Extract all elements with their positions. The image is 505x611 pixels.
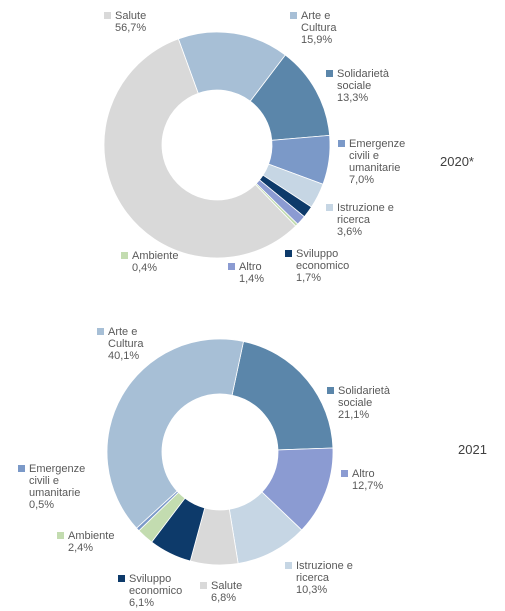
legend-swatch	[285, 562, 292, 569]
value-label: 12,7%	[352, 480, 384, 492]
category-name: Ambiente	[68, 530, 115, 542]
legend-swatch	[341, 470, 348, 477]
segment-label: Sviluppo economico 1,7%	[285, 248, 349, 284]
label-text: Emergenze civili e umanitarie 7,0%	[349, 138, 405, 186]
chart-title: 2021	[458, 442, 487, 457]
category-name: Arte e Cultura	[108, 326, 144, 350]
segment-label: Solidarietà sociale 21,1%	[327, 385, 390, 421]
value-label: 7,0%	[349, 174, 375, 186]
legend-swatch	[121, 252, 128, 259]
category-name: Salute	[115, 10, 147, 22]
segment-label: Salute 56,7%	[104, 10, 146, 34]
value-label: 6,8%	[211, 592, 237, 604]
category-name: Istruzione e ricerca	[337, 202, 394, 226]
label-text: Sviluppo economico 6,1%	[129, 573, 182, 609]
category-name: Solidarietà sociale	[337, 68, 389, 92]
label-text: Salute 6,8%	[211, 580, 242, 604]
legend-swatch	[285, 250, 292, 257]
value-label: 3,6%	[337, 226, 363, 238]
segment-label: Arte e Cultura 40,1%	[97, 326, 143, 362]
category-name: Sviluppo economico	[296, 248, 350, 272]
value-label: 1,4%	[239, 273, 265, 285]
value-label: 0,4%	[132, 262, 158, 274]
value-label: 13,3%	[337, 92, 369, 104]
label-text: Ambiente 0,4%	[132, 250, 178, 274]
category-name: Sviluppo economico	[129, 573, 183, 597]
segment-label: Sviluppo economico 6,1%	[118, 573, 182, 609]
legend-swatch	[290, 12, 297, 19]
category-name: Altro	[352, 468, 375, 480]
label-text: Solidarietà sociale 13,3%	[337, 68, 389, 104]
segment-label: Arte e Cultura 15,9%	[290, 10, 336, 46]
category-name: Arte e Cultura	[301, 10, 337, 34]
legend-swatch	[327, 387, 334, 394]
label-text: Altro 12,7%	[352, 468, 383, 492]
legend-swatch	[200, 582, 207, 589]
segment-label: Istruzione e ricerca 3,6%	[326, 202, 394, 238]
value-label: 1,7%	[296, 272, 322, 284]
value-label: 2,4%	[68, 542, 94, 554]
donut-segment	[106, 338, 244, 529]
category-name: Ambiente	[132, 250, 179, 262]
label-text: Istruzione e ricerca 10,3%	[296, 560, 353, 596]
legend-swatch	[326, 204, 333, 211]
segment-label: Altro 12,7%	[341, 468, 383, 492]
segment-label: Altro 1,4%	[228, 261, 264, 285]
value-label: 40,1%	[108, 350, 140, 362]
label-text: Sviluppo economico 1,7%	[296, 248, 349, 284]
value-label: 21,1%	[338, 409, 370, 421]
label-text: Salute 56,7%	[115, 10, 146, 34]
value-label: 56,7%	[115, 22, 147, 34]
label-text: Altro 1,4%	[239, 261, 264, 285]
legend-swatch	[118, 575, 125, 582]
category-name: Altro	[239, 261, 262, 273]
label-text: Arte e Cultura 40,1%	[108, 326, 143, 362]
label-text: Istruzione e ricerca 3,6%	[337, 202, 394, 238]
value-label: 10,3%	[296, 584, 328, 596]
chart-title: 2020*	[440, 154, 474, 169]
segment-label: Solidarietà sociale 13,3%	[326, 68, 389, 104]
legend-swatch	[97, 328, 104, 335]
label-text: Emergenze civili e umanitarie 0,5%	[29, 463, 85, 511]
segment-label: Emergenze civili e umanitarie 0,5%	[18, 463, 85, 511]
segment-label: Emergenze civili e umanitarie 7,0%	[338, 138, 405, 186]
label-text: Solidarietà sociale 21,1%	[338, 385, 390, 421]
category-name: Salute	[211, 580, 243, 592]
value-label: 6,1%	[129, 597, 155, 609]
segment-label: Ambiente 2,4%	[57, 530, 114, 554]
value-label: 15,9%	[301, 34, 333, 46]
legend-swatch	[338, 140, 345, 147]
label-text: Ambiente 2,4%	[68, 530, 114, 554]
donut-segment	[103, 38, 297, 259]
legend-swatch	[228, 263, 235, 270]
value-label: 0,5%	[29, 499, 55, 511]
category-name: Istruzione e ricerca	[296, 560, 353, 584]
segment-label: Salute 6,8%	[200, 580, 242, 604]
label-text: Arte e Cultura 15,9%	[301, 10, 336, 46]
segment-label: Istruzione e ricerca 10,3%	[285, 560, 353, 596]
category-name: Emergenze civili e umanitarie	[349, 138, 406, 174]
legend-swatch	[57, 532, 64, 539]
category-name: Emergenze civili e umanitarie	[29, 463, 86, 499]
legend-swatch	[104, 12, 111, 19]
legend-swatch	[18, 465, 25, 472]
category-name: Solidarietà sociale	[338, 385, 390, 409]
donut-segment	[231, 340, 334, 451]
legend-swatch	[326, 70, 333, 77]
segment-label: Ambiente 0,4%	[121, 250, 178, 274]
